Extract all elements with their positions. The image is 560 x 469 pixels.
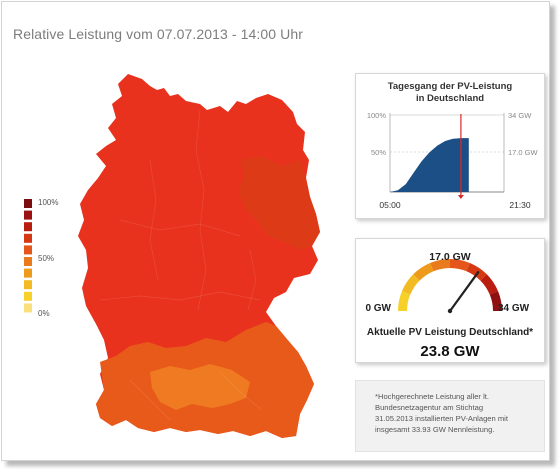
gauge-arc-segment [398,291,411,311]
gauge-arc-segment [480,274,499,295]
legend-swatch [24,210,32,220]
legend-swatch [24,199,32,208]
gauge-pivot [447,308,453,314]
power-gauge: 17.0 GW 0 GW 34 GW [365,251,530,314]
chart-y-right-top: 34 GW [508,111,532,120]
chart-x-start: 05:00 [379,200,401,210]
legend-label-0: 0% [38,309,50,318]
daily-power-chart-card: Tagesgang der PV-Leistung in Deutschland… [355,73,545,219]
gauge-min-label: 0 GW [365,303,391,314]
legend-swatch [24,222,32,232]
footnote-card: *Hochgerechnete Leistung aller lt. Bunde… [355,380,545,452]
gauge-arc-segment [489,291,502,311]
chart-y-left-mid: 50% [371,148,386,157]
legend [24,199,32,313]
legend-swatch [24,291,32,301]
legend-swatch [24,245,32,255]
chart-area-series [390,138,469,192]
chart-title-line1: Tagesgang der PV-Leistung [387,81,513,92]
legend-label-50: 50% [38,254,54,263]
legend-swatch [24,257,32,266]
gauge-arc [398,259,502,311]
gauge-arc-segment [466,262,487,281]
chart-x-end: 21:30 [509,200,531,210]
legend-label-100: 100% [38,198,58,207]
legend-swatch [24,233,32,243]
power-gauge-card: 17.0 GW 0 GW 34 GW Aktuelle PV Leistung … [355,238,545,363]
legend-swatch [24,268,32,278]
gauge-arc-segment [450,259,470,272]
gauge-caption: Aktuelle PV Leistung Deutschland* [366,327,534,338]
gauge-max-label: 34 GW [498,303,530,314]
gauge-mid-label: 17.0 GW [429,251,471,263]
chart-y-left-top: 100% [367,111,387,120]
legend-swatch [24,280,32,290]
gauge-value: 23.8 GW [420,343,480,360]
page-title: Relative Leistung vom 07.07.2013 - 14:00… [13,26,304,42]
chart-title-line2: in Deutschland [415,93,485,104]
legend-swatch [24,303,32,313]
chart-y-right-mid: 17.0 GW [508,148,539,157]
daily-power-chart: 100% 50% 34 GW 17.0 GW 05:00 21:30 [367,111,539,210]
gauge-arc-segment [401,274,420,295]
footnote-line: *Hochgerechnete Leistung aller lt. [375,392,489,401]
gauge-arc-segment [430,259,450,272]
map-region-south-light [150,364,250,410]
gauge-arc-segment [413,262,434,281]
footnote-line: Bundesnetzagentur am Stichtag [375,403,484,412]
footnote-line: insgesamt 33.93 GW Nennleistung. [375,425,495,434]
footnote-line: 31.05.2013 installierten PV-Anlagen mit [375,414,508,423]
chart-marker-arrow [457,195,464,199]
footnote-text: *Hochgerechnete Leistung aller lt. Bunde… [375,391,537,435]
map-region-east [238,156,320,250]
gauge-needle [448,271,480,313]
district-borders [99,109,263,421]
